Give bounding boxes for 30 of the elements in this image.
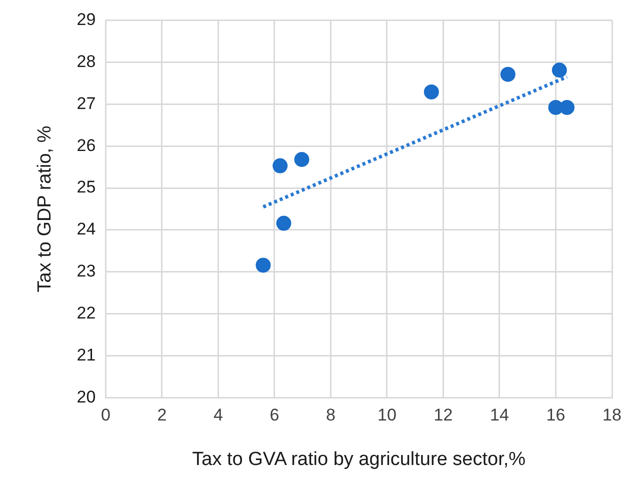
point: [276, 216, 292, 231]
y-tick-label: 28: [76, 52, 96, 71]
y-tick-label: 27: [76, 94, 96, 113]
point: [294, 152, 310, 167]
point: [272, 158, 288, 174]
y-tick-label: 25: [76, 178, 96, 197]
x-tick-label: 8: [326, 406, 336, 425]
y-tick-label: 24: [76, 220, 96, 239]
x-tick-label: 16: [546, 406, 566, 425]
y-tick-label: 29: [76, 10, 96, 29]
point: [424, 84, 439, 100]
point: [500, 66, 516, 82]
y-tick-label: 26: [76, 136, 96, 155]
y-tick-label: 23: [76, 262, 96, 281]
x-tick-label: 0: [100, 406, 110, 425]
y-tick-label: 21: [76, 346, 96, 365]
x-tick-label: 18: [602, 406, 622, 425]
y-axis-title: Tax to GDP ratio, %: [34, 126, 56, 292]
point: [559, 100, 574, 115]
y-tick-label: 20: [76, 387, 96, 406]
x-tick-label: 14: [490, 406, 509, 425]
y-tick-label: 22: [76, 304, 96, 323]
x-tick-label: 12: [434, 406, 453, 425]
point: [552, 62, 567, 78]
x-tick-label: 4: [213, 406, 223, 425]
x-tick-label: 6: [270, 406, 280, 425]
point: [256, 258, 271, 273]
x-tick-label: 10: [378, 406, 396, 425]
x-tick-label: 2: [157, 406, 167, 425]
x-axis-title: Tax to GVA ratio by agriculture sector,%: [192, 448, 526, 470]
